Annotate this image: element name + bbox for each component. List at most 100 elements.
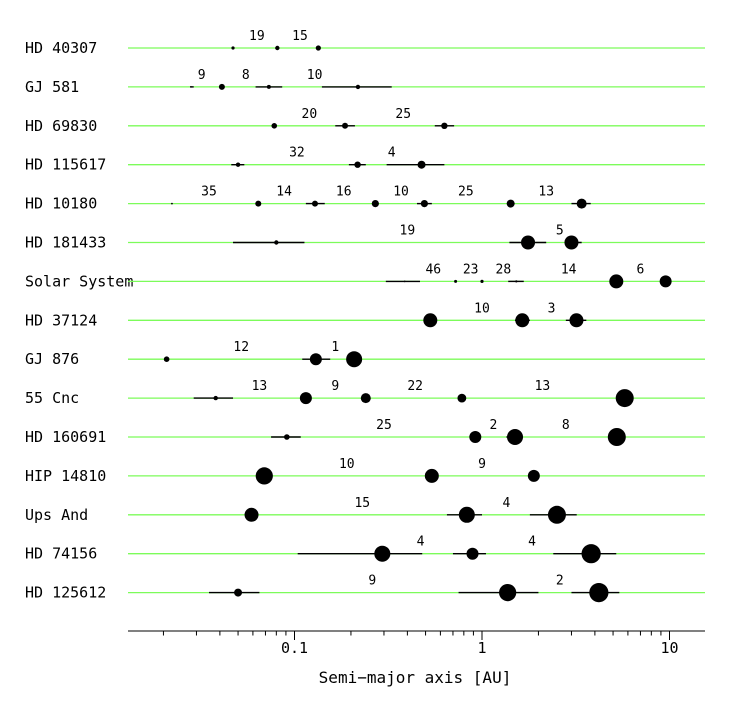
planet-marker: [457, 393, 467, 403]
system-row: 55 Cnc 13 9 22 13: [25, 379, 705, 408]
x-tick-label: 1: [477, 639, 486, 657]
ratio-label: 4: [503, 496, 511, 511]
ratio-label: 25: [395, 107, 411, 122]
planet-marker: [480, 279, 484, 283]
planet-marker: [659, 275, 672, 288]
ratio-label: 9: [478, 457, 486, 472]
planet-marker: [284, 434, 290, 440]
x-axis-label: Semi−major axis [AU]: [319, 668, 512, 687]
planet-marker: [315, 45, 321, 51]
ratio-label: 10: [307, 68, 323, 83]
planet-marker: [589, 583, 609, 603]
planet-marker: [244, 507, 259, 522]
planet-marker: [547, 505, 566, 524]
ratio-label: 25: [458, 185, 474, 200]
ratio-label: 19: [249, 29, 265, 44]
planet-marker: [234, 588, 243, 597]
ratio-label: 8: [562, 418, 570, 433]
planet-marker: [507, 429, 524, 445]
system-label: HD 37124: [25, 311, 97, 329]
planet-marker: [299, 392, 312, 405]
ratio-label: 35: [201, 185, 217, 200]
system-row: HD 10180 35 14 16 10 25 13: [25, 185, 705, 213]
planet-marker: [311, 200, 318, 207]
ratio-label: 23: [463, 262, 479, 277]
system-label: 55 Cnc: [25, 389, 79, 407]
planet-marker: [189, 86, 192, 88]
system-row: HD 181433 19 5: [25, 224, 705, 252]
ratio-label: 14: [276, 185, 292, 200]
ratio-label: 25: [376, 418, 392, 433]
ratio-label: 4: [388, 146, 396, 161]
system-row: HD 74156 4 4: [25, 535, 705, 564]
ratio-label: 10: [339, 457, 355, 472]
ratio-label: 12: [233, 340, 249, 355]
planet-marker: [581, 544, 601, 564]
system-label: HD 40307: [25, 39, 97, 57]
ratio-label: 22: [407, 379, 423, 394]
ratio-label: 2: [556, 574, 564, 589]
system-row: HD 40307 19 15: [25, 29, 705, 57]
ratio-label: 15: [292, 29, 308, 44]
ratio-label: 15: [354, 496, 370, 511]
ratio-label: 3: [548, 301, 556, 316]
planet-marker: [266, 84, 271, 89]
planet-marker: [346, 351, 363, 368]
planet-marker: [255, 467, 273, 485]
planet-marker: [360, 393, 371, 404]
planet-marker: [441, 122, 448, 129]
system-label: HD 125612: [25, 584, 106, 602]
system-row: HD 37124 10 3: [25, 301, 705, 329]
ratio-label: 2: [489, 418, 497, 433]
system-row: GJ 876 12 1: [25, 340, 705, 368]
ratio-label: 46: [425, 262, 441, 277]
system-label: HD 10180: [25, 195, 97, 213]
ratio-label: 10: [474, 301, 490, 316]
ratio-label: 9: [331, 379, 339, 394]
ratio-label: 4: [528, 535, 536, 550]
planet-marker: [355, 84, 361, 90]
planet-marker: [506, 199, 515, 208]
planet-marker: [569, 313, 584, 328]
ratio-label: 6: [637, 262, 645, 277]
x-tick-label: 10: [660, 639, 678, 657]
planet-marker: [576, 198, 587, 209]
planet-marker: [213, 395, 218, 401]
planet-marker: [615, 389, 634, 408]
planet-marker: [515, 280, 518, 283]
ratio-label: 28: [496, 262, 512, 277]
planet-marker: [469, 431, 482, 443]
planet-marker: [374, 545, 391, 562]
system-row: HD 125612 9 2: [25, 574, 705, 603]
planet-marker: [171, 202, 173, 205]
ratio-label: 16: [336, 185, 352, 200]
system-row: HD 160691 25 2 8: [25, 418, 705, 446]
system-label: HIP 14810: [25, 467, 106, 485]
ratio-label: 32: [289, 146, 305, 161]
ratio-label: 13: [538, 185, 554, 200]
x-tick-label: 0.1: [281, 639, 308, 657]
planet-marker: [521, 235, 536, 250]
planet-marker: [371, 200, 379, 208]
planet-marker: [342, 122, 349, 129]
ratio-label: 9: [198, 68, 206, 83]
planet-marker: [527, 469, 540, 482]
ratio-label: 4: [417, 535, 425, 550]
ratio-label: 19: [400, 224, 416, 239]
planet-marker: [163, 356, 170, 363]
system-label: HD 160691: [25, 428, 106, 446]
ratio-label: 10: [393, 185, 409, 200]
planet-marker: [274, 240, 279, 245]
planet-marker: [466, 547, 479, 560]
ratio-label: 20: [302, 107, 318, 122]
ratio-label: 14: [561, 262, 577, 277]
planet-marker: [454, 279, 458, 283]
system-label: HD 181433: [25, 234, 106, 252]
system-label: Solar System: [25, 272, 133, 290]
ratio-label: 5: [556, 224, 564, 239]
system-row: HD 69830 20 25: [25, 107, 705, 135]
planet-marker: [417, 160, 426, 169]
system-row: Solar System 46 23 28 14 6: [25, 262, 705, 290]
system-label: GJ 581: [25, 78, 79, 96]
